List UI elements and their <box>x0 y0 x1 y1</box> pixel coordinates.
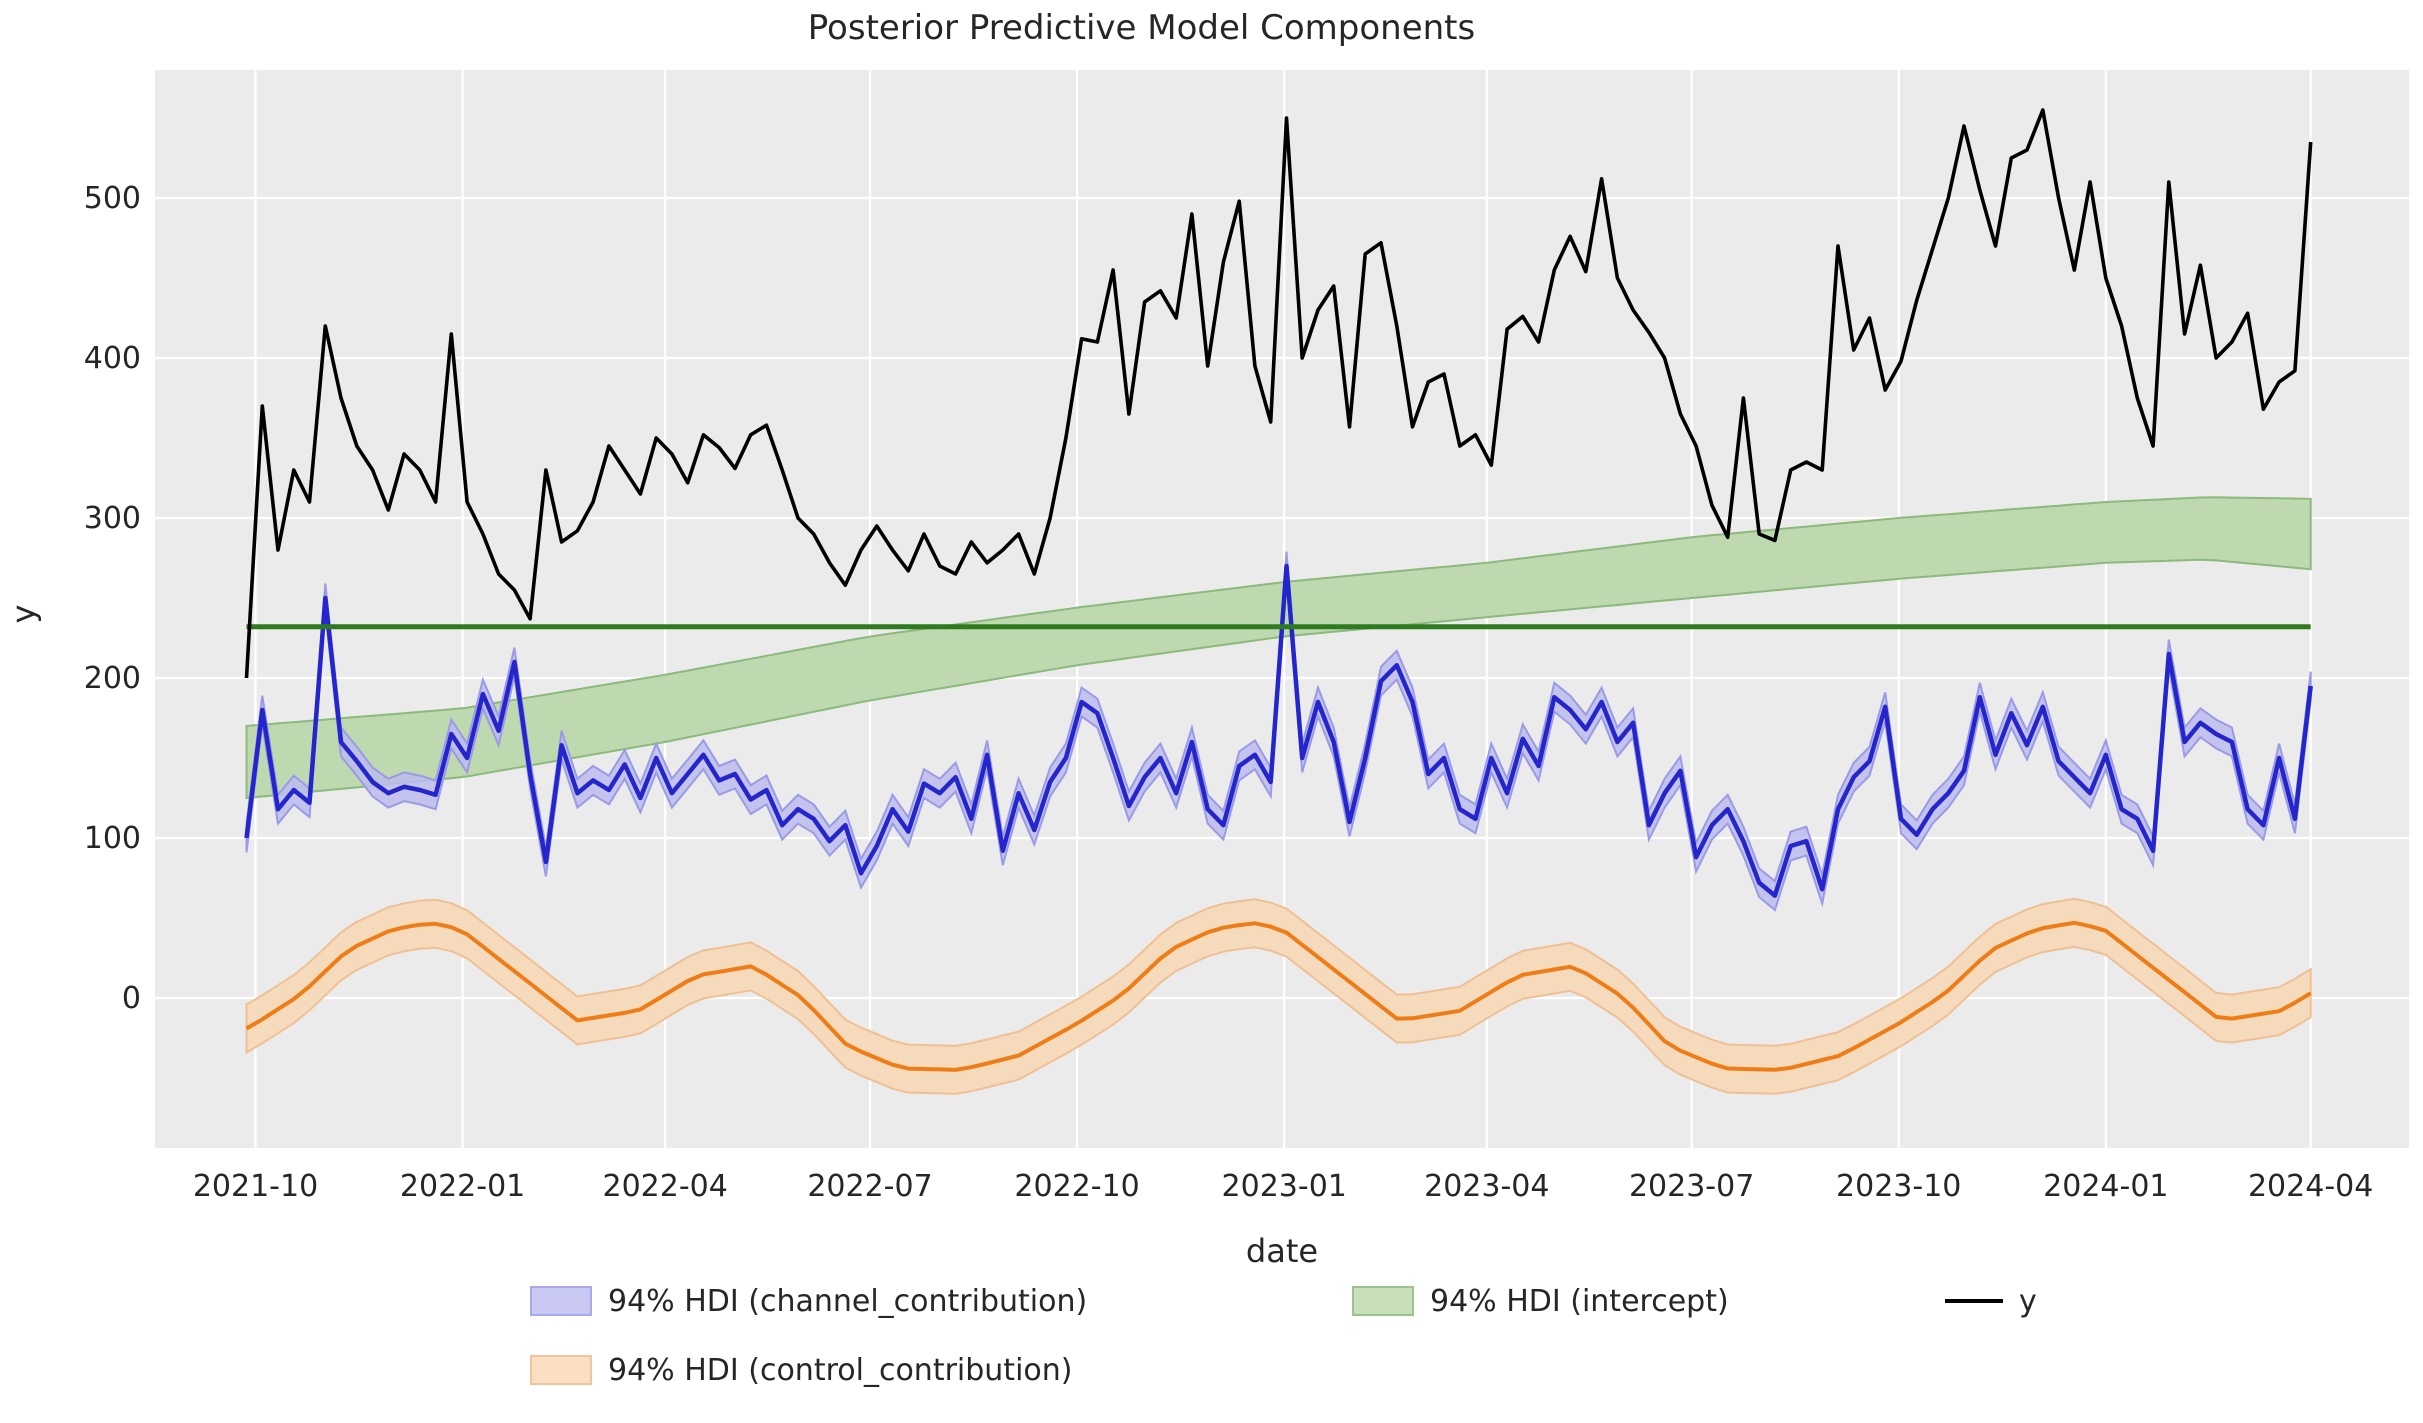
x-tick-label: 2022-01 <box>400 1169 525 1204</box>
x-tick-label: 2023-01 <box>1222 1169 1347 1204</box>
legend-label: 94% HDI (intercept) <box>1430 1283 1729 1319</box>
legend-label: 94% HDI (control_contribution) <box>608 1352 1073 1388</box>
y-line-swatch <box>1945 1299 2003 1303</box>
y-tick-label: 100 <box>84 821 141 856</box>
y-tick-label: 400 <box>84 341 141 376</box>
chart-title: Posterior Predictive Model Components <box>807 8 1476 48</box>
control-hdi-swatch <box>530 1355 592 1385</box>
x-tick-label: 2024-01 <box>2043 1169 2168 1204</box>
y-tick-label: 300 <box>84 501 141 536</box>
y-tick-label: 500 <box>84 181 141 216</box>
control-contribution-line <box>245 920 2312 1072</box>
x-tick-label: 2024-04 <box>2248 1169 2373 1204</box>
intercept-hdi-swatch <box>1352 1286 1414 1316</box>
legend-item-intercept: 94% HDI (intercept) <box>1352 1283 1729 1319</box>
x-tick-label: 2022-04 <box>603 1169 728 1204</box>
y-tick-label: 0 <box>122 981 141 1016</box>
legend-label: 94% HDI (channel_contribution) <box>608 1283 1088 1319</box>
x-tick-label: 2023-07 <box>1629 1169 1754 1204</box>
legend-item-y: y <box>1945 1283 2037 1319</box>
legend-item-channel: 94% HDI (channel_contribution) <box>530 1283 1087 1319</box>
y-axis-label: y <box>4 604 43 624</box>
legend-item-control: 94% HDI (control_contribution) <box>530 1352 1072 1388</box>
x-tick-label: 2023-04 <box>1424 1169 1549 1204</box>
legend-label: y <box>2019 1283 2037 1319</box>
y-observed-line <box>244 108 2313 679</box>
channel-contribution-line <box>244 563 2313 898</box>
x-axis-label: date <box>1245 1232 1319 1270</box>
x-tick-label: 2022-07 <box>807 1169 932 1204</box>
x-tick-label: 2023-10 <box>1836 1169 1961 1204</box>
x-tick-label: 2022-10 <box>1014 1169 1139 1204</box>
y-tick-label: 200 <box>84 661 141 696</box>
channel-hdi-swatch <box>530 1286 592 1316</box>
control-hdi-band <box>245 897 2312 1095</box>
x-tick-label: 2021-10 <box>193 1169 318 1204</box>
